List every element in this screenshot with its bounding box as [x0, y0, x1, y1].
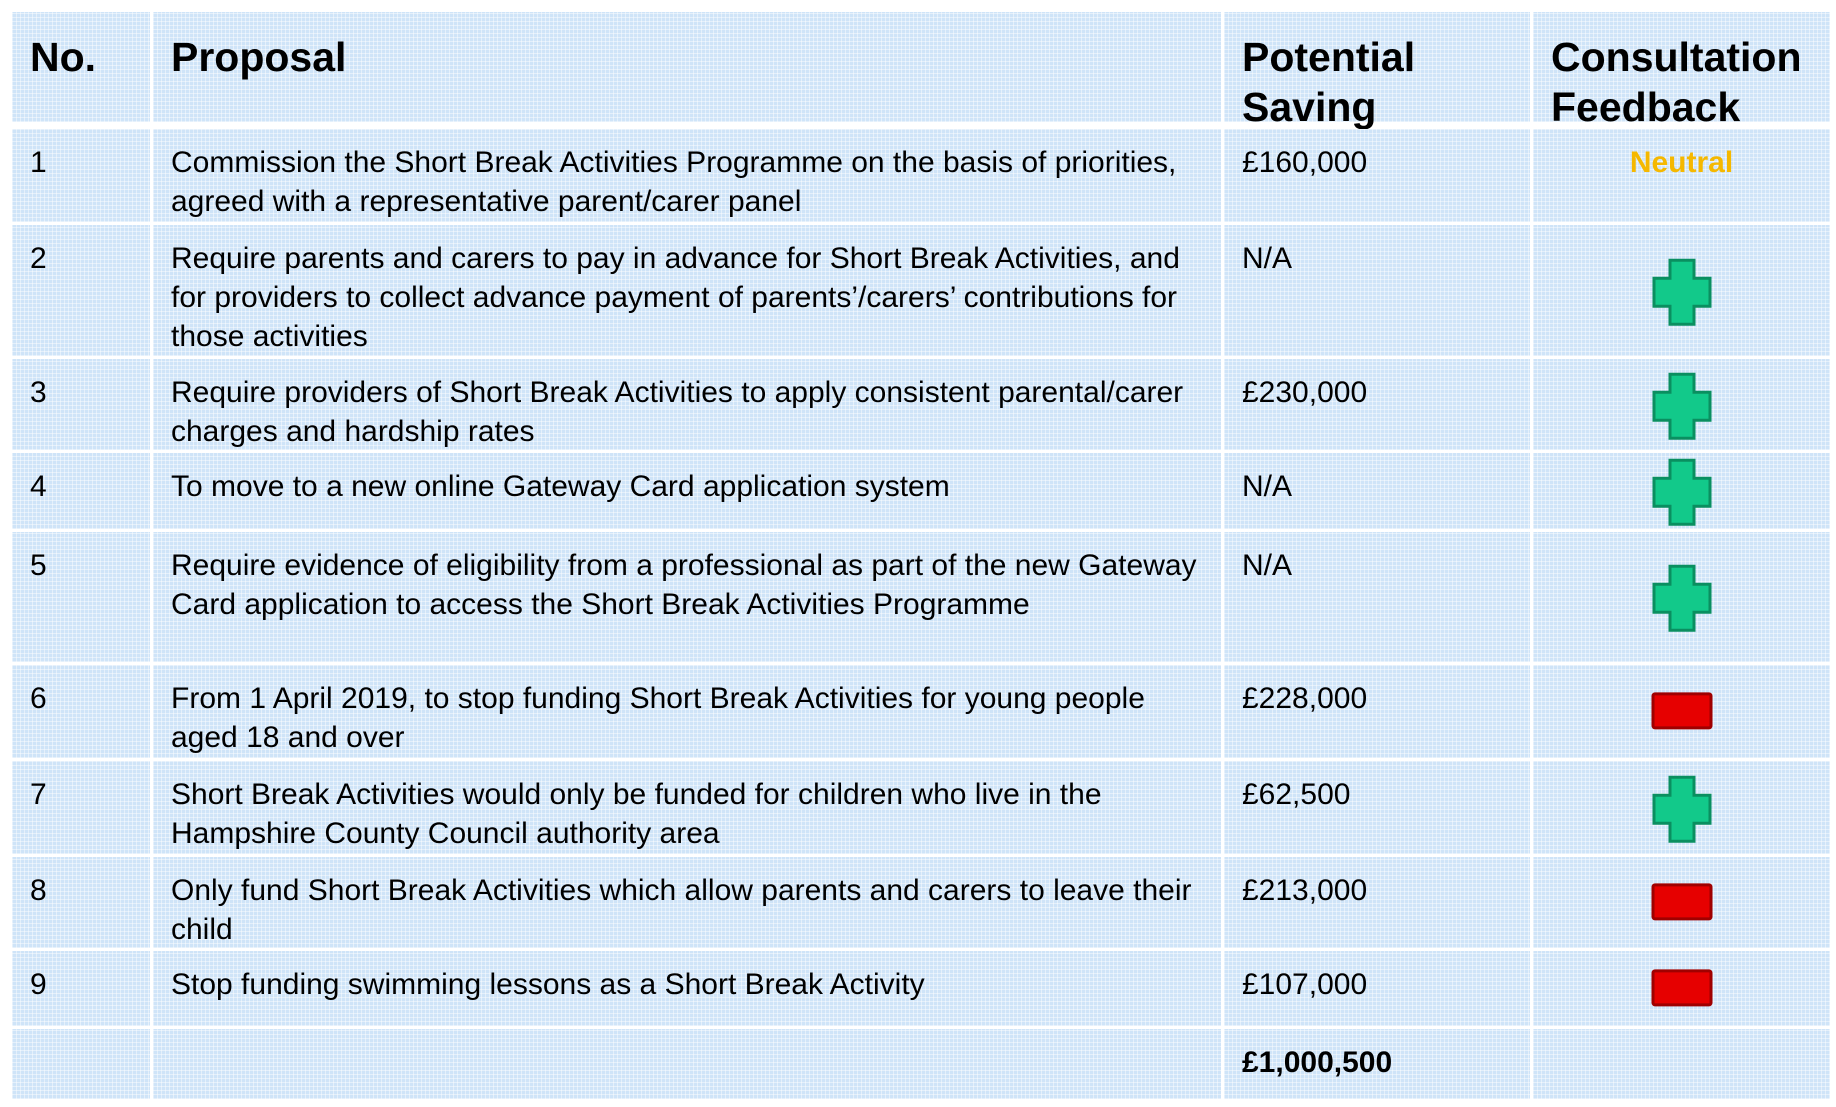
positive-icon	[1652, 458, 1712, 536]
feedback-label: Neutral	[1629, 146, 1734, 179]
header-cell: Consultation Feedback	[1533, 12, 1830, 130]
positive-icon	[1652, 775, 1712, 853]
proposal: To move to a new online Gateway Card app…	[153, 453, 1221, 529]
saving: N/A	[1224, 532, 1530, 662]
negative-icon	[1651, 882, 1713, 930]
saving: £213,000	[1224, 857, 1530, 948]
feedback	[1533, 665, 1830, 758]
feedback: Neutral	[1533, 129, 1830, 222]
positive-icon	[1652, 564, 1712, 642]
saving: £230,000	[1224, 359, 1530, 450]
negative-icon	[1651, 968, 1713, 1016]
row-number: 7	[12, 761, 150, 854]
feedback	[1533, 761, 1830, 854]
total: £1,000,500	[1224, 1029, 1530, 1099]
empty-cell	[1533, 1029, 1830, 1099]
header-cell: Proposal	[153, 12, 1221, 122]
feedback	[1533, 359, 1830, 450]
proposal: Commission the Short Break Activities Pr…	[153, 129, 1221, 222]
row-number: 8	[12, 857, 150, 948]
proposal: Short Break Activities would only be fun…	[153, 761, 1221, 854]
feedback	[1533, 453, 1830, 529]
proposals-table: No. Proposal Potential Saving Consultation …	[12, 12, 1830, 1099]
proposal: Require providers of Short Break Activit…	[153, 359, 1221, 450]
row-number: 5	[12, 532, 150, 662]
saving: £160,000	[1224, 129, 1530, 222]
proposal: Require evidence of eligibility from a p…	[153, 532, 1221, 662]
feedback	[1533, 857, 1830, 948]
negative-icon	[1651, 691, 1713, 739]
saving: N/A	[1224, 453, 1530, 529]
empty-cell	[12, 1029, 150, 1099]
positive-icon	[1652, 372, 1712, 450]
row-number: 1	[12, 129, 150, 222]
saving: £228,000	[1224, 665, 1530, 758]
saving: £107,000	[1224, 951, 1530, 1026]
proposal: From 1 April 2019, to stop funding Short…	[153, 665, 1221, 758]
saving: N/A	[1224, 225, 1530, 356]
saving: £62,500	[1224, 761, 1530, 854]
proposal: Require parents and carers to pay in adv…	[153, 225, 1221, 356]
row-number: 6	[12, 665, 150, 758]
feedback	[1533, 532, 1830, 662]
row-number: 3	[12, 359, 150, 450]
row-number: 2	[12, 225, 150, 356]
feedback	[1533, 225, 1830, 356]
row-number: 9	[12, 951, 150, 1026]
header-cell: Potential Saving	[1224, 12, 1530, 130]
row-number: 4	[12, 453, 150, 529]
header-cell: No.	[12, 12, 150, 122]
proposal: Only fund Short Break Activities which a…	[153, 857, 1221, 948]
proposal: Stop funding swimming lessons as a Short…	[153, 951, 1221, 1026]
positive-icon	[1652, 258, 1712, 336]
feedback	[1533, 951, 1830, 1026]
empty-cell	[153, 1029, 1221, 1099]
